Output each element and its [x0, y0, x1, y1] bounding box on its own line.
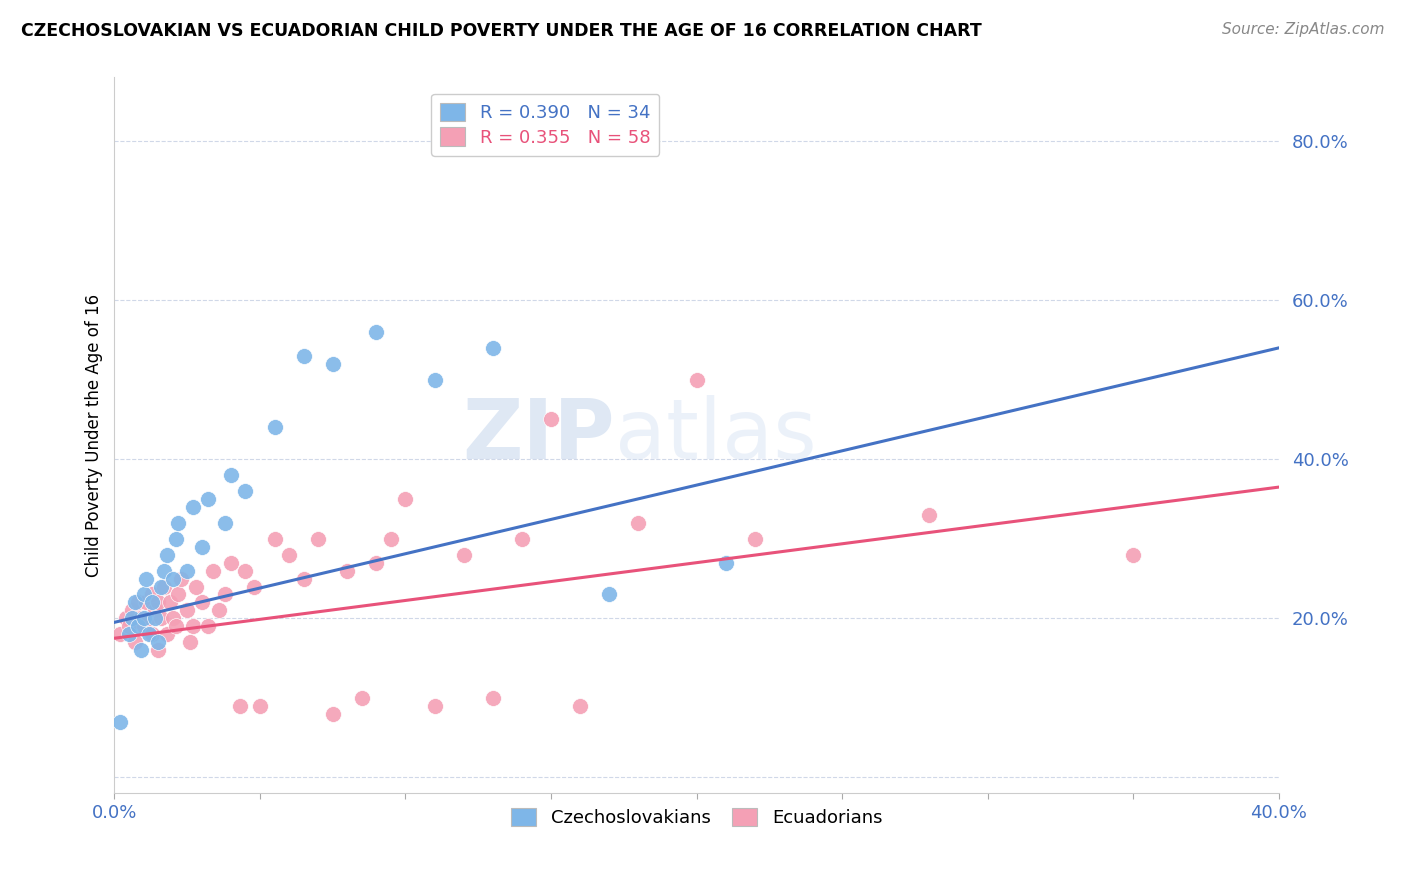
Point [149, 580, 172, 594]
Point [156, 627, 179, 641]
Point [110, 627, 132, 641]
Point [135, 595, 157, 609]
Text: atlas: atlas [614, 395, 817, 476]
Point [129, 643, 152, 657]
Point [322, 357, 344, 371]
Point [162, 611, 184, 625]
Point [146, 643, 169, 657]
Point [214, 516, 236, 530]
Point [292, 349, 315, 363]
Point [181, 500, 204, 514]
Point [235, 484, 257, 499]
Point [135, 572, 157, 586]
Point [423, 373, 446, 387]
Point [110, 714, 132, 729]
Point [685, 373, 707, 387]
Legend: Czechoslovakians, Ecuadorians: Czechoslovakians, Ecuadorians [503, 801, 890, 834]
Point [243, 580, 266, 594]
Point [307, 532, 329, 546]
Point [598, 587, 620, 601]
Point [115, 611, 138, 625]
Point [146, 635, 169, 649]
Point [132, 619, 155, 633]
Point [165, 619, 187, 633]
Point [176, 603, 198, 617]
Point [184, 580, 207, 594]
Point [121, 603, 143, 617]
Point [141, 587, 163, 601]
Point [380, 532, 402, 546]
Point [132, 587, 155, 601]
Point [129, 611, 152, 625]
Point [714, 556, 737, 570]
Point [208, 603, 231, 617]
Point [197, 619, 219, 633]
Point [1122, 548, 1144, 562]
Point [118, 627, 141, 641]
Text: Source: ZipAtlas.com: Source: ZipAtlas.com [1222, 22, 1385, 37]
Point [219, 556, 242, 570]
Point [510, 532, 533, 546]
Point [540, 412, 562, 426]
Point [627, 516, 650, 530]
Point [190, 540, 212, 554]
Point [918, 508, 941, 522]
Point [179, 635, 201, 649]
Point [138, 627, 160, 641]
Point [569, 698, 592, 713]
Point [127, 595, 149, 609]
Point [350, 690, 373, 705]
Point [153, 564, 176, 578]
Point [143, 603, 166, 617]
Point [453, 548, 475, 562]
Point [235, 564, 257, 578]
Point [153, 580, 176, 594]
Point [181, 619, 204, 633]
Text: ZIP: ZIP [463, 395, 614, 476]
Point [278, 548, 301, 562]
Point [162, 572, 184, 586]
Point [482, 341, 505, 355]
Point [124, 595, 146, 609]
Point [263, 532, 285, 546]
Point [202, 564, 225, 578]
Point [159, 595, 181, 609]
Point [167, 516, 190, 530]
Point [156, 548, 179, 562]
Point [190, 595, 212, 609]
Point [124, 635, 146, 649]
Point [219, 468, 242, 483]
Point [132, 611, 155, 625]
Point [146, 595, 169, 609]
Point [197, 491, 219, 506]
Point [170, 572, 193, 586]
Point [138, 611, 160, 625]
Point [141, 627, 163, 641]
Point [366, 325, 388, 339]
Point [322, 706, 344, 721]
Point [121, 611, 143, 625]
Point [336, 564, 359, 578]
Point [249, 698, 271, 713]
Point [228, 698, 250, 713]
Point [141, 595, 163, 609]
Point [263, 420, 285, 434]
Point [366, 556, 388, 570]
Point [127, 619, 149, 633]
Point [292, 572, 315, 586]
Point [165, 532, 187, 546]
Y-axis label: Child Poverty Under the Age of 16: Child Poverty Under the Age of 16 [86, 293, 103, 577]
Point [423, 698, 446, 713]
Point [394, 491, 416, 506]
Point [118, 619, 141, 633]
Point [176, 564, 198, 578]
Point [143, 611, 166, 625]
Point [149, 611, 172, 625]
Point [482, 690, 505, 705]
Point [167, 587, 190, 601]
Text: CZECHOSLOVAKIAN VS ECUADORIAN CHILD POVERTY UNDER THE AGE OF 16 CORRELATION CHAR: CZECHOSLOVAKIAN VS ECUADORIAN CHILD POVE… [21, 22, 981, 40]
Point [744, 532, 766, 546]
Point [214, 587, 236, 601]
